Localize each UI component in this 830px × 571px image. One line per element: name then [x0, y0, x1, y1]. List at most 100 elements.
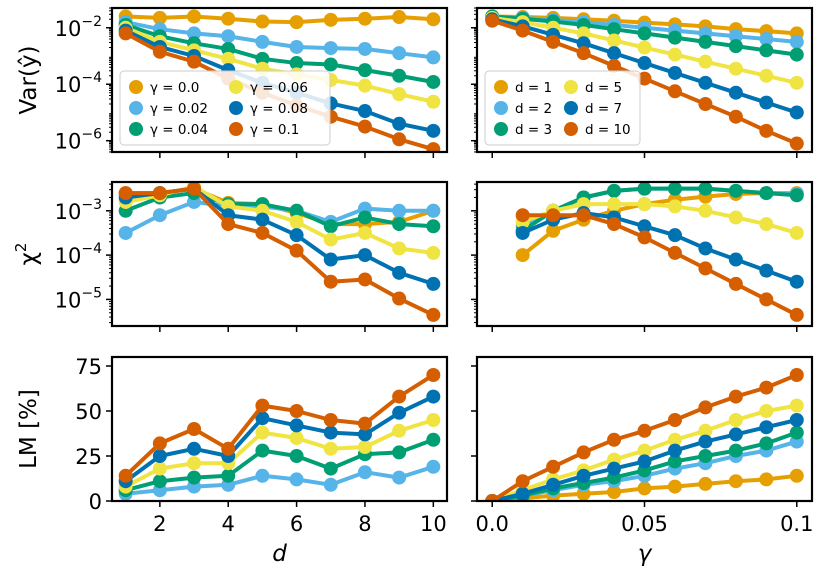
- lm_g-point-5-1: [515, 474, 530, 489]
- var_d-point-2-9: [426, 74, 441, 89]
- var_d-point-3-7: [357, 78, 372, 93]
- lm_d-point-5-7: [357, 416, 372, 431]
- var_g-point-5-9: [759, 123, 774, 138]
- chi_d-point-5-2: [187, 182, 202, 196]
- var_g-point-2-7: [698, 34, 713, 49]
- chi_d-series-line-5: [125, 186, 435, 317]
- var_d-legend: γ = 0.0 γ = 0.02 γ = 0.04 γ = 0.06 γ = 0.08 γ…: [119, 70, 331, 146]
- var_d-series-line-2: [125, 23, 434, 84]
- chi_d-point-5-4: [255, 225, 270, 240]
- var_g-point-4-5: [637, 56, 652, 71]
- var_g-point-2-9: [759, 43, 774, 58]
- lm_d-point-2-4: [255, 443, 270, 458]
- chi_d-point-5-0: [118, 186, 133, 201]
- lm_g-point-5-5: [637, 423, 652, 438]
- lm_d-series-line-2: [125, 437, 435, 493]
- var_g-legend-label-3: d = 5: [585, 80, 622, 96]
- lm_d-point-4-4: [255, 411, 270, 426]
- var_g-point-4-4: [607, 46, 622, 61]
- var_g-point-5-1: [515, 23, 530, 38]
- lm_d-xtick-label-0: 2: [153, 512, 166, 536]
- var_g-point-5-5: [637, 71, 652, 86]
- lm_d-xtick-label-2: 6: [290, 512, 303, 536]
- lm_d-point-5-1: [152, 436, 167, 451]
- chi_d-series-line-4: [125, 186, 434, 286]
- var_g-legend-marker-2: [494, 122, 508, 136]
- lm_g-point-3-5: [637, 443, 652, 458]
- lm_d-point-5-6: [323, 413, 338, 427]
- var_d-point-5-7: [357, 119, 372, 134]
- var_g-point-5-3: [576, 46, 591, 61]
- lm_d-series-line-1: [125, 464, 434, 496]
- chi_d-point-2-9: [426, 219, 441, 234]
- lm_g-point-5-7: [698, 400, 713, 415]
- chi_g-point-3-6: [698, 203, 713, 218]
- lm_g-point-4-10: [789, 413, 804, 427]
- lm_g-xtick-label-1: 0.05: [621, 512, 668, 536]
- chi_g-series-group: [515, 182, 804, 322]
- var_d-point-3-8: [392, 87, 407, 102]
- chi_g-point-4-6: [698, 241, 713, 256]
- var_g-point-4-3: [576, 36, 591, 51]
- var_g-point-5-4: [607, 58, 622, 73]
- chi_g-point-2-6: [698, 182, 713, 196]
- chi_g-point-5-0: [515, 208, 530, 223]
- lm_g-point-4-6: [667, 443, 682, 458]
- lm_d-point-3-4: [255, 425, 270, 440]
- lm_g-point-3-10: [789, 398, 804, 413]
- chi_g-point-3-7: [728, 210, 743, 225]
- var_g-point-3-10: [789, 75, 804, 90]
- lm_g-point-4-7: [698, 434, 713, 449]
- var_g-point-3-7: [698, 54, 713, 69]
- chi_g-point-3-4: [637, 197, 652, 212]
- var_d-legend-label-1: γ = 0.02: [150, 101, 208, 117]
- panel-variance-vs-gamma: d = 1 d = 2 d = 3 d = 5 d = 7 d = 10: [471, 6, 814, 158]
- chi_d-point-4-6: [323, 252, 338, 267]
- panel-lm-vs-d: 0 25 50 75 2 4 6 8 10: [75, 355, 449, 536]
- chi_g-point-5-2: [576, 208, 591, 223]
- lm_g-series-group: [485, 368, 804, 501]
- lm_g-point-2-6: [667, 454, 682, 469]
- var_d-legend-label-2: γ = 0.04: [150, 122, 208, 138]
- chi_g-point-5-3: [607, 217, 622, 232]
- var_g-point-5-2: [546, 34, 561, 49]
- chi_d-frame: [110, 180, 449, 328]
- lm_g-point-2-9: [759, 436, 774, 451]
- chi_g-point-2-7: [728, 183, 743, 198]
- chi_g-point-2-8: [759, 186, 774, 201]
- var_d-point-2-8: [392, 68, 407, 83]
- chi_g-point-4-0: [515, 225, 530, 240]
- lm_d-ytick-label-0: 0: [89, 490, 102, 514]
- var_g-legend-label-2: d = 3: [515, 122, 552, 138]
- chi_g-point-5-5: [667, 245, 682, 260]
- var_d-point-2-4: [255, 51, 270, 66]
- lm_d-point-4-6: [323, 425, 338, 440]
- var_d-point-1-9: [426, 50, 441, 65]
- chi_d-point-4-9: [426, 276, 441, 291]
- chi_g-point-0-1: [546, 223, 561, 238]
- var_d-legend-label-5: γ = 0.1: [250, 122, 299, 138]
- lm_g-point-5-2: [546, 459, 561, 474]
- var_g-point-3-9: [759, 68, 774, 83]
- var_d-point-1-8: [392, 46, 407, 61]
- var_g-series-group: [485, 9, 804, 151]
- var_d-frame: [110, 6, 449, 154]
- var_g-point-4-8: [728, 85, 743, 100]
- lm_d-point-4-5: [289, 418, 304, 433]
- lm_d-point-3-7: [357, 440, 372, 454]
- chi_d-point-5-8: [392, 291, 407, 306]
- lm_d-point-5-2: [187, 422, 202, 436]
- lm_g-point-5-6: [667, 413, 682, 427]
- var_d-legend-marker-1: [129, 101, 143, 115]
- lm_d-point-1-4: [255, 468, 270, 483]
- var_g-legend-label-1: d = 2: [515, 101, 552, 117]
- var_d-point-4-8: [392, 116, 407, 131]
- chi_g-point-4-4: [637, 219, 652, 234]
- chi_g-point-4-7: [728, 252, 743, 267]
- lm_d-point-3-6: [323, 441, 338, 456]
- var_g-point-1-10: [789, 34, 804, 49]
- var_g-legend-marker-3: [564, 80, 578, 94]
- lm_d-point-5-5: [289, 404, 304, 418]
- lm_g-point-0-5: [637, 481, 652, 496]
- lm_d-ytick-label-2: 50: [75, 400, 102, 424]
